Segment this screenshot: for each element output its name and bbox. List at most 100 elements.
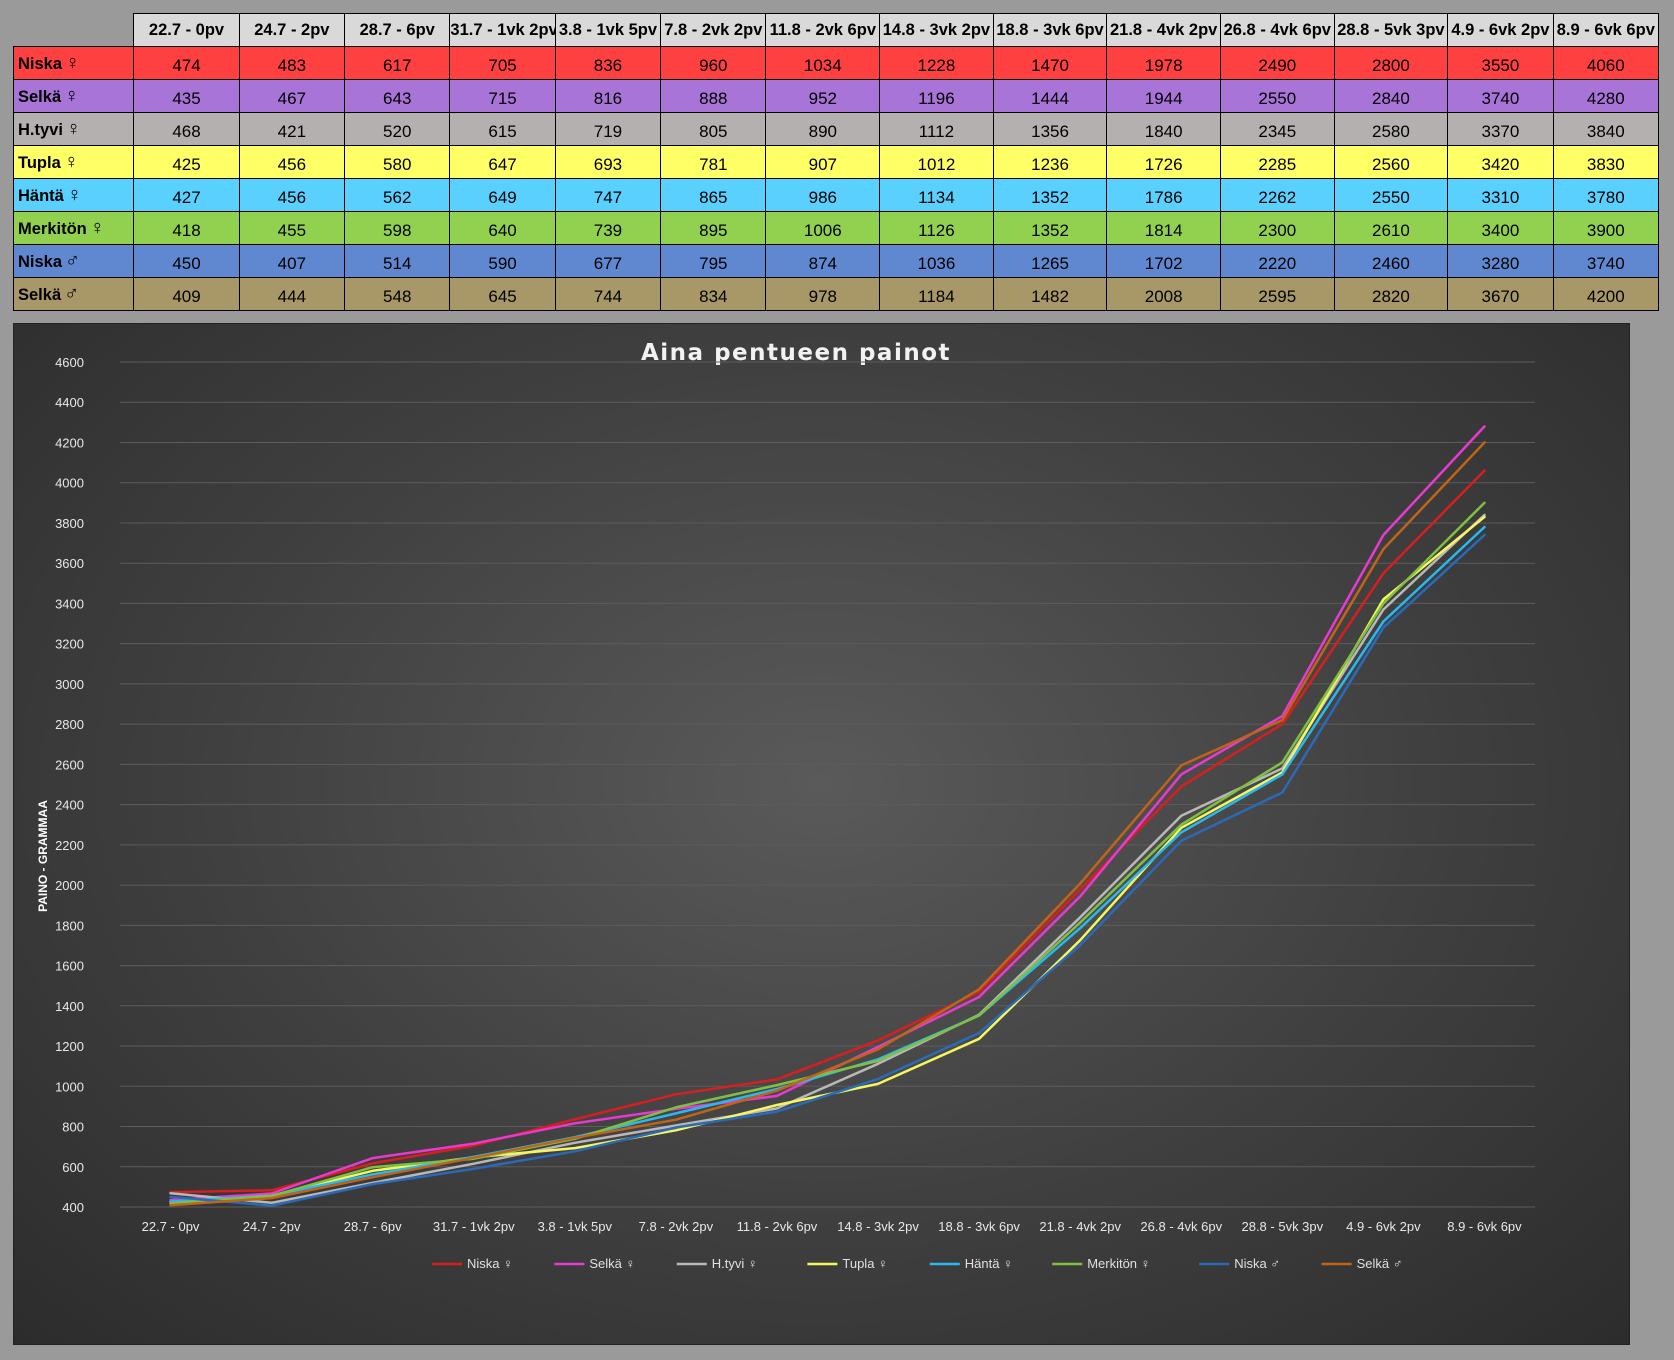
y-tick-label: 2800: [55, 717, 84, 732]
table-cell: 3900: [1552, 211, 1660, 245]
legend-label: Niska ♀: [467, 1256, 513, 1271]
table-cell: 1228: [879, 46, 994, 80]
x-tick-label: 22.7 - 0pv: [142, 1219, 200, 1234]
x-tick-label: 4.9 - 6vk 2pv: [1346, 1219, 1421, 1234]
y-tick-label: 4200: [55, 435, 84, 450]
y-tick-label: 3000: [55, 677, 84, 692]
table-cell: 450: [133, 244, 240, 278]
y-tick-label: 3200: [55, 637, 84, 652]
series-line: [169, 525, 1486, 1203]
table-cell: 468: [133, 112, 240, 146]
legend-item: Niska ♀: [432, 1256, 513, 1271]
column-header: 8.9 - 6vk 6pv: [1552, 13, 1660, 47]
legend-item: Selkä ♂: [1321, 1256, 1403, 1271]
table-cell: 407: [238, 244, 346, 278]
table-row: Selkä ♂ 409 444 548 645 744 834 978 1184 1482 2008 2…: [12, 277, 1660, 311]
table-cell: 747: [554, 178, 662, 212]
y-tick-label: 4600: [55, 355, 84, 370]
table-cell: 580: [344, 145, 451, 179]
table-cell: 435: [133, 79, 240, 113]
table-cell: 1006: [765, 211, 881, 245]
table-cell: 514: [344, 244, 451, 278]
table-cell: 1356: [992, 112, 1108, 146]
table-cell: 1482: [992, 277, 1108, 311]
x-tick-label: 21.8 - 4vk 2pv: [1039, 1219, 1121, 1234]
x-tick-label: 3.8 - 1vk 5pv: [538, 1219, 613, 1234]
y-tick-label: 2600: [55, 757, 84, 772]
table-header-row: 22.7 - 0pv 24.7 - 2pv 28.7 - 6pv 31.7 - 1vk…: [13, 13, 1660, 47]
table-cell: 4200: [1552, 277, 1660, 311]
y-tick-label: 400: [62, 1200, 84, 1215]
table-cell: 2550: [1333, 178, 1449, 212]
table-cell: 640: [449, 211, 556, 245]
table-cell: 2820: [1333, 277, 1449, 311]
table-cell: 890: [765, 112, 881, 146]
table-cell: 483: [238, 46, 346, 80]
table-cell: 2580: [1333, 112, 1449, 146]
sex-symbol: ♀: [64, 84, 80, 107]
table-cell: 1034: [765, 46, 881, 80]
table-cell: 781: [660, 145, 767, 179]
table-cell: 739: [554, 211, 662, 245]
table-cell: 960: [660, 46, 767, 80]
table-row: Tupla ♀ 425 456 580 647 693 781 907 1012 1236 1726 2…: [12, 145, 1660, 179]
table-row: Merkitön ♀ 418 455 598 640 739 895 1006 1126 1352 1…: [12, 211, 1660, 245]
table-cell: 1840: [1106, 112, 1221, 146]
row-label: Niska ♂: [12, 244, 135, 278]
table-cell: 467: [238, 79, 346, 113]
y-axis-label: PAINO - GRAMMAA: [36, 800, 50, 912]
table-cell: 4060: [1552, 46, 1660, 80]
chart-panel: Aina pentueen painot PAINO - GRAMMAA 400…: [13, 323, 1630, 1345]
table-cell: 719: [554, 112, 662, 146]
legend-label: Selkä ♂: [1357, 1256, 1403, 1271]
table-body: Niska ♀ 474 483 617 705 836 960 1034 1228 1470 1978…: [12, 46, 1660, 311]
table-cell: 2610: [1333, 211, 1449, 245]
legend-label: Niska ♂: [1234, 1256, 1280, 1271]
table-cell: 456: [238, 178, 346, 212]
table-cell: 978: [765, 277, 881, 311]
table-cell: 1012: [879, 145, 994, 179]
table-cell: 677: [554, 244, 662, 278]
table-cell: 590: [449, 244, 556, 278]
legend-item: Tupla ♀: [807, 1256, 888, 1271]
y-tick-label: 3400: [55, 596, 84, 611]
legend-item: Merkitön ♀: [1052, 1256, 1150, 1271]
sex-symbol: ♀: [89, 216, 105, 239]
table-cell: 1352: [992, 211, 1108, 245]
table-cell: 562: [344, 178, 451, 212]
table-cell: 865: [660, 178, 767, 212]
table-cell: 3780: [1552, 178, 1660, 212]
table-corner: [13, 13, 134, 47]
table-cell: 643: [344, 79, 451, 113]
x-tick-label: 26.8 - 4vk 6pv: [1140, 1219, 1222, 1234]
gridlines: [120, 361, 1535, 1208]
table-cell: 647: [449, 145, 556, 179]
column-header: 4.9 - 6vk 2pv: [1447, 13, 1554, 47]
legend-label: Selkä ♀: [589, 1256, 635, 1271]
x-tick-label: 14.8 - 3vk 2pv: [837, 1219, 919, 1234]
column-header: 22.7 - 0pv: [133, 13, 240, 47]
table-cell: 3740: [1552, 244, 1660, 278]
table-cell: 427: [133, 178, 240, 212]
legend: Niska ♀ Selkä ♀ H.tyvi ♀ Tupla ♀ Häntä ♀ Merk…: [432, 1256, 1402, 1271]
legend-item: Niska ♂: [1199, 1256, 1280, 1271]
table-cell: 693: [554, 145, 662, 179]
table-cell: 3550: [1447, 46, 1554, 80]
table-cell: 425: [133, 145, 240, 179]
table-cell: 409: [133, 277, 240, 311]
x-tick-label: 24.7 - 2pv: [243, 1219, 301, 1234]
line-chart: Aina pentueen painot PAINO - GRAMMAA 400…: [36, 340, 1535, 1271]
series-line: [169, 501, 1486, 1205]
column-header: 11.8 - 2vk 6pv: [765, 13, 881, 47]
y-tick-label: 1800: [55, 918, 84, 933]
row-label: Niska ♀: [12, 46, 135, 80]
y-tick-label: 2400: [55, 798, 84, 813]
table-cell: 3840: [1552, 112, 1660, 146]
y-tick-label: 1400: [55, 999, 84, 1014]
column-header: 7.8 - 2vk 2pv: [660, 13, 767, 47]
table-cell: 1134: [879, 178, 994, 212]
table-cell: 2008: [1106, 277, 1221, 311]
table-cell: 3740: [1447, 79, 1554, 113]
table-cell: 1978: [1106, 46, 1221, 80]
table-row: Niska ♂ 450 407 514 590 677 795 874 1036 1265 1702 2…: [12, 244, 1660, 278]
